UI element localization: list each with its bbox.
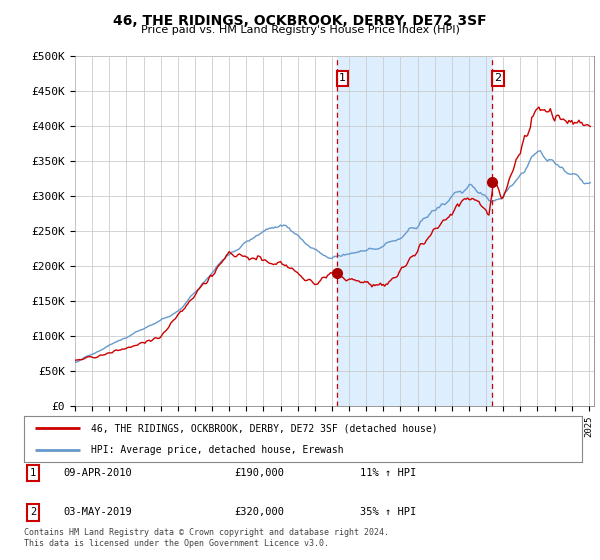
Text: HPI: Average price, detached house, Erewash: HPI: Average price, detached house, Erew… [91, 445, 344, 455]
Text: Contains HM Land Registry data © Crown copyright and database right 2024.
This d: Contains HM Land Registry data © Crown c… [24, 528, 389, 548]
Text: 03-MAY-2019: 03-MAY-2019 [63, 507, 132, 517]
Text: £320,000: £320,000 [234, 507, 284, 517]
Text: 35% ↑ HPI: 35% ↑ HPI [360, 507, 416, 517]
Text: Price paid vs. HM Land Registry's House Price Index (HPI): Price paid vs. HM Land Registry's House … [140, 25, 460, 35]
Text: 46, THE RIDINGS, OCKBROOK, DERBY, DE72 3SF: 46, THE RIDINGS, OCKBROOK, DERBY, DE72 3… [113, 14, 487, 28]
Text: 2: 2 [30, 507, 36, 517]
Text: 11% ↑ HPI: 11% ↑ HPI [360, 468, 416, 478]
Text: 2: 2 [494, 73, 502, 83]
Text: 46, THE RIDINGS, OCKBROOK, DERBY, DE72 3SF (detached house): 46, THE RIDINGS, OCKBROOK, DERBY, DE72 3… [91, 423, 437, 433]
Text: 1: 1 [339, 73, 346, 83]
Text: 09-APR-2010: 09-APR-2010 [63, 468, 132, 478]
Text: 1: 1 [30, 468, 36, 478]
Text: £190,000: £190,000 [234, 468, 284, 478]
Bar [337, 56, 492, 406]
